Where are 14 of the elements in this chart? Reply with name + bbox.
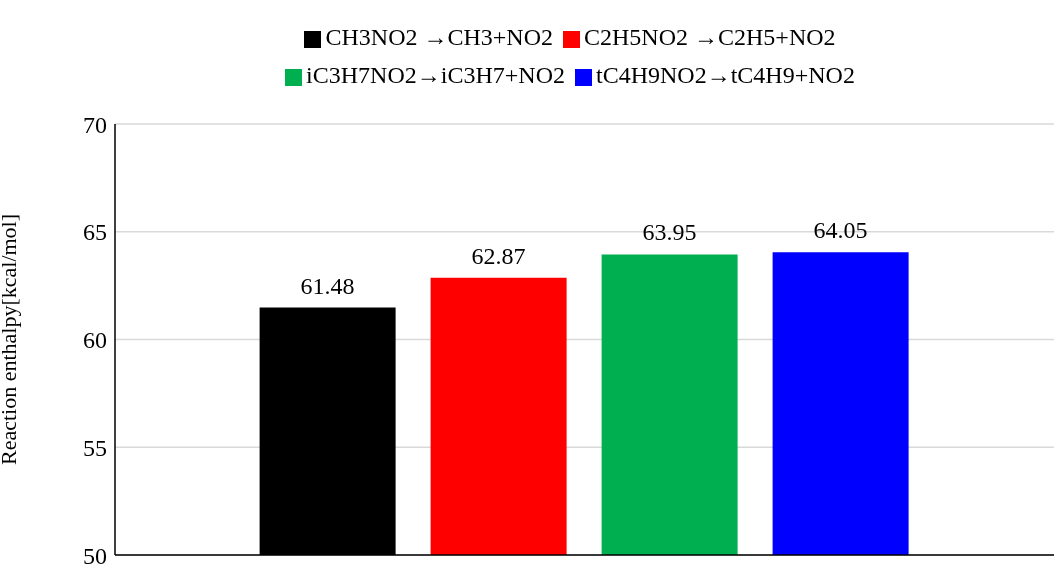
y-tick-label: 50 [83, 542, 107, 568]
y-tick-label: 65 [83, 219, 107, 246]
data-label: 63.95 [642, 219, 697, 246]
legend-label: CH3NO2 →CH3+NO2 [325, 24, 553, 50]
data-label: 64.05 [813, 217, 868, 244]
y-tick-label: 55 [83, 434, 107, 461]
data-label: 61.48 [300, 272, 355, 299]
y-tick-label: 60 [83, 327, 107, 354]
legend-label: iC3H7NO2→iC3H7+NO2 [306, 62, 565, 88]
legend-label: C2H5NO2 →C2H5+NO2 [584, 24, 836, 50]
y-tick-label: 70 [83, 111, 107, 138]
y-axis-title: Reaction enthalpy[kcal/mol] [0, 213, 21, 466]
data-label: 62.87 [471, 242, 526, 269]
legend-label: tC4H9NO2→tC4H9+NO2 [596, 62, 855, 88]
